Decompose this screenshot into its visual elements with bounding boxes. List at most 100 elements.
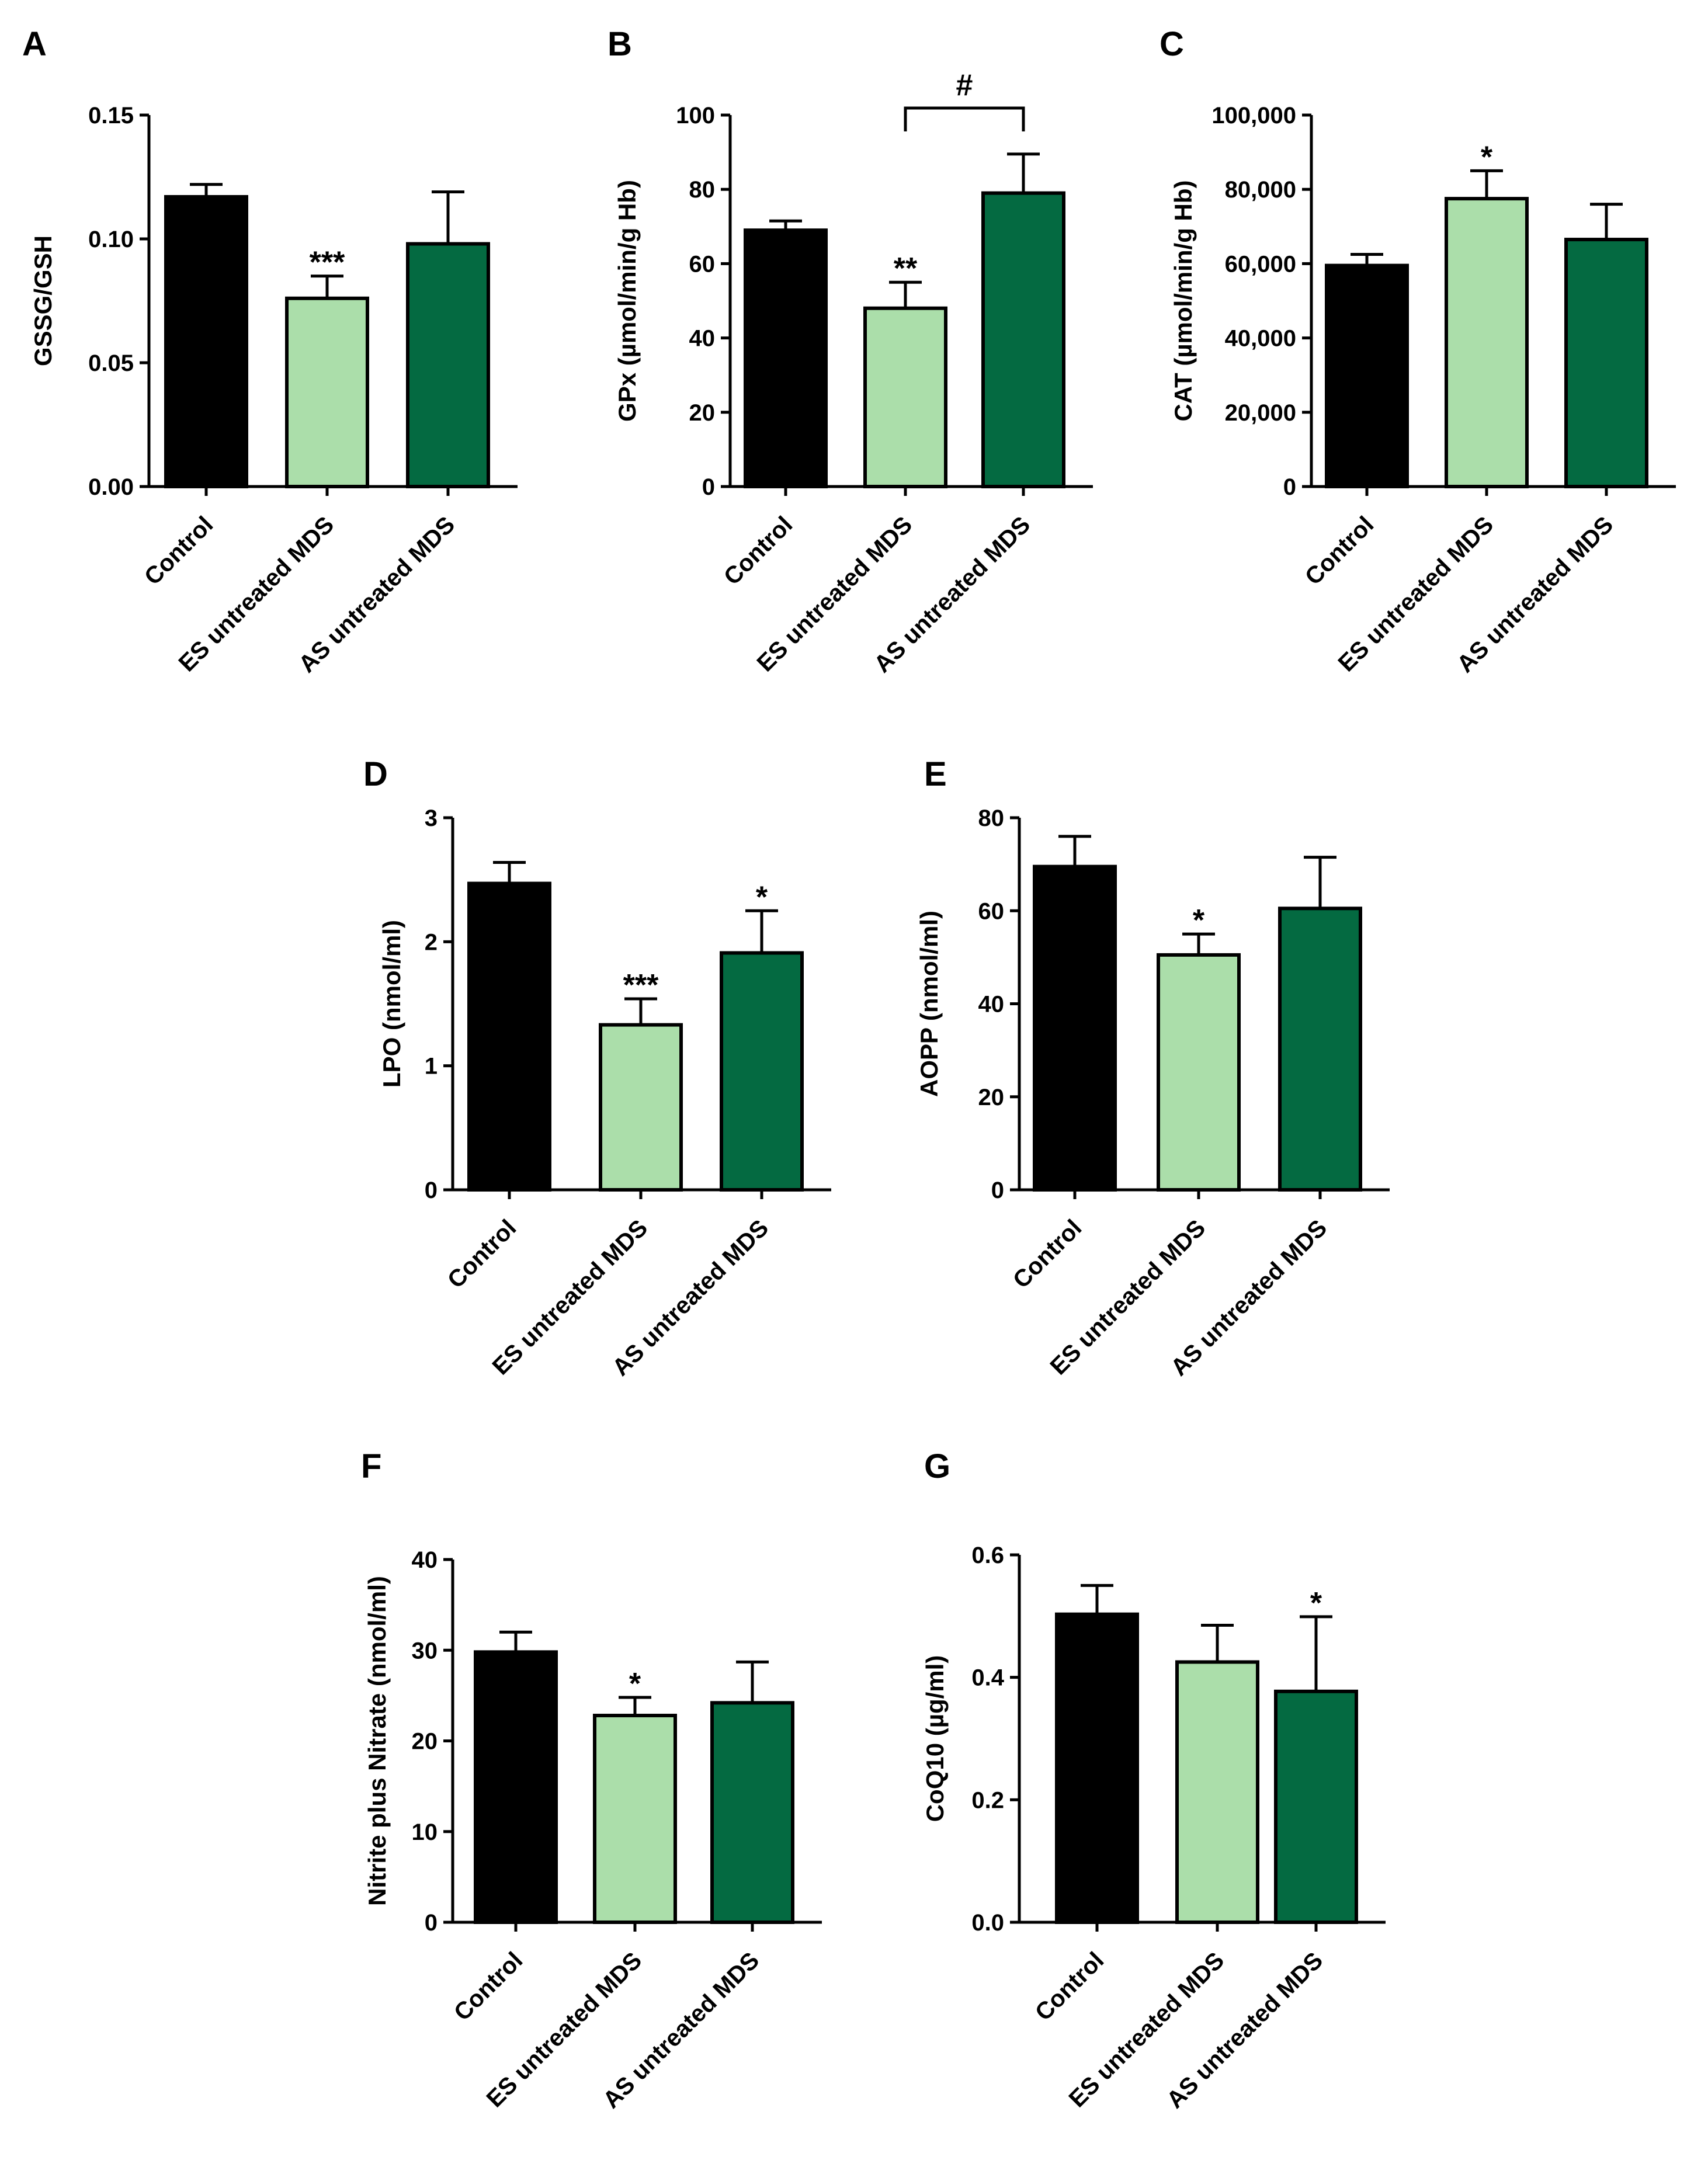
y-axis-title: GPx (µmol/min/g Hb): [613, 180, 641, 422]
error-bar-2: [1201, 1624, 1234, 1662]
bar-3: [710, 1701, 794, 1924]
bar-2: [599, 1023, 683, 1192]
significance-mark: *: [1481, 140, 1493, 174]
y-tick-label: 2: [425, 929, 438, 955]
bar-1: [1325, 263, 1409, 488]
y-tick-label: 0.4: [971, 1665, 1004, 1691]
significance-mark: ***: [310, 246, 345, 280]
error-bar-1: [190, 183, 223, 197]
bar-3: [1274, 1689, 1358, 1924]
y-tick-label: 0: [425, 1178, 438, 1203]
y-tick-label: 20: [412, 1729, 438, 1755]
bar-2: [285, 296, 369, 488]
y-tick-label: 0.10: [88, 227, 134, 252]
significance-mark: *: [1193, 904, 1205, 937]
panel-letter: C: [1160, 25, 1184, 63]
x-category-label: Control: [1300, 511, 1379, 591]
bar-1: [164, 195, 248, 488]
bar-2: [1157, 953, 1241, 1192]
bar-1: [1033, 864, 1117, 1192]
bar-1: [1055, 1612, 1139, 1924]
y-tick-label: 20: [978, 1085, 1005, 1110]
bar-2: [1445, 197, 1529, 488]
y-axis-title: Nitrite plus Nitrate (nmol/ml): [363, 1576, 391, 1906]
y-tick-label: 40,000: [1225, 326, 1296, 352]
x-category-label: Control: [1008, 1214, 1087, 1294]
y-axis-title: AOPP (nmol/ml): [915, 911, 943, 1097]
error-bar-3: [1304, 856, 1336, 909]
panel-letter: F: [361, 1447, 381, 1485]
y-tick-label: 0.15: [88, 103, 134, 129]
y-tick-label: 1: [425, 1054, 438, 1079]
bar-2: [593, 1714, 677, 1925]
y-axis-title: LPO (nmol/ml): [378, 920, 405, 1088]
y-tick-label: 20: [689, 400, 716, 426]
panel-letter: E: [924, 755, 947, 793]
significance-mark: **: [894, 252, 918, 286]
bar-3: [981, 191, 1065, 488]
x-category-label: Control: [442, 1214, 522, 1294]
error-bar-1: [1081, 1583, 1113, 1614]
bar-3: [1564, 238, 1648, 488]
significance-mark: *: [629, 1667, 641, 1701]
panel-letter: B: [607, 25, 632, 63]
bar-1: [474, 1650, 558, 1924]
y-tick-label: 3: [425, 805, 438, 831]
error-bar-2: [1470, 169, 1503, 199]
comparison-bracket: [904, 106, 1025, 131]
panel-letter: D: [363, 755, 388, 793]
bar-1: [467, 881, 551, 1192]
bar-3: [406, 242, 490, 488]
error-bar-3: [432, 190, 464, 244]
y-tick-label: 100: [676, 103, 715, 129]
error-bar-1: [1058, 835, 1091, 867]
y-tick-label: 30: [412, 1638, 438, 1664]
y-tick-label: 60: [978, 898, 1005, 924]
error-bar-1: [493, 860, 526, 884]
y-tick-label: 0.00: [88, 474, 134, 500]
x-category-label: Control: [139, 511, 218, 591]
significance-mark: *: [756, 880, 768, 914]
y-tick-label: 0: [991, 1178, 1004, 1203]
error-bar-1: [769, 219, 802, 231]
x-category-label: Control: [449, 1947, 528, 2026]
y-axis-title: GSSG/GSH: [29, 235, 57, 366]
y-tick-label: 0.6: [971, 1543, 1004, 1568]
y-tick-label: 80: [689, 177, 716, 203]
bar-2: [1175, 1660, 1259, 1924]
y-tick-label: 0: [1283, 474, 1296, 500]
x-category-label: Control: [718, 511, 798, 591]
y-tick-label: 0.05: [88, 350, 134, 376]
significance-mark: *: [1310, 1586, 1322, 1620]
bar-3: [1278, 907, 1362, 1192]
bar-1: [744, 228, 828, 488]
error-bar-1: [1351, 253, 1383, 266]
error-bar-3: [1590, 203, 1623, 240]
error-bar-3: [1007, 152, 1040, 193]
y-tick-label: 100,000: [1211, 103, 1296, 129]
y-tick-label: 20,000: [1225, 400, 1296, 426]
error-bar-3: [1300, 1615, 1332, 1692]
error-bar-2: [1182, 932, 1215, 955]
y-tick-label: 80,000: [1225, 177, 1296, 203]
y-tick-label: 0: [425, 1910, 438, 1936]
y-tick-label: 10: [412, 1819, 438, 1845]
panel-letter: A: [22, 25, 47, 63]
x-category-label: Control: [1030, 1947, 1109, 2026]
y-tick-label: 40: [978, 992, 1005, 1017]
y-tick-label: 0.2: [971, 1787, 1004, 1813]
error-bar-2: [311, 275, 343, 298]
significance-mark: ***: [623, 968, 659, 1002]
error-bar-1: [499, 1630, 532, 1652]
error-bar-2: [624, 997, 657, 1025]
y-tick-label: 80: [978, 805, 1005, 831]
y-tick-label: 60,000: [1225, 251, 1296, 277]
error-bar-2: [889, 280, 922, 308]
y-tick-label: 60: [689, 251, 716, 277]
comparison-label: #: [956, 68, 973, 102]
